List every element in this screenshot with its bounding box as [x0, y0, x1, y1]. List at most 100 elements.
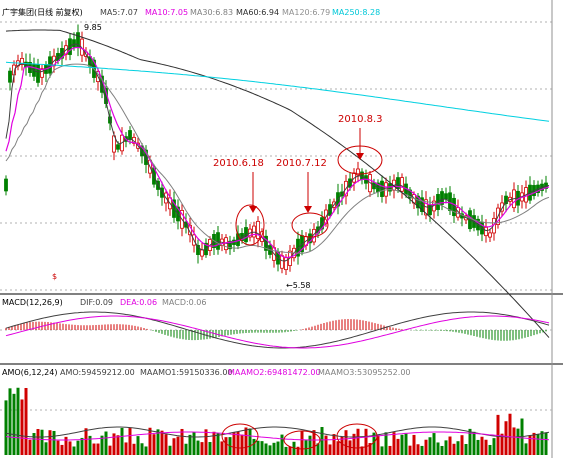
amo-bar [484, 439, 488, 455]
circle-august [337, 145, 383, 175]
candle-body [488, 232, 492, 238]
amo-bar [200, 442, 204, 455]
amo-bar [88, 435, 92, 455]
amo-bar [272, 442, 276, 455]
candle-body [72, 39, 76, 48]
amo-bar [104, 431, 108, 455]
annotation-group: 2010.6.18 2010.7.12 2010.8.3 [213, 114, 383, 450]
amo-bar [536, 434, 540, 455]
amo-bar [472, 431, 476, 455]
dif-line [5, 311, 550, 349]
amo-bar [92, 443, 96, 455]
amo-bar [156, 429, 160, 455]
amo-bar [176, 436, 180, 455]
amo-bar [76, 440, 80, 455]
amo-bar [184, 443, 188, 455]
amo-bar [144, 446, 148, 455]
amo-bar [464, 443, 468, 455]
macd-header: MACD(12,26,9) DIF:0.09 DEA:0.06 MACD:0.0… [2, 298, 207, 307]
candle-body [484, 227, 488, 237]
amo-bar [20, 399, 24, 455]
amo-bar [496, 414, 500, 455]
ma250-label: MA250:8.28 [332, 8, 380, 17]
amo-bar [440, 445, 444, 455]
ma30-line [5, 63, 550, 254]
ma250-line [5, 61, 550, 122]
candle-body [428, 204, 432, 216]
amo-bar [48, 430, 52, 455]
macd-value-label: MACD:0.06 [162, 298, 207, 307]
ma5-line [5, 43, 550, 262]
amo-bar [360, 446, 364, 455]
candle-body [252, 225, 256, 238]
amo-bar [72, 446, 76, 455]
candle-body [20, 57, 24, 66]
amo-bar [36, 429, 40, 455]
amo-bar [336, 441, 340, 455]
amo-bar [220, 441, 224, 455]
amo-bar [500, 433, 504, 455]
candle-body [280, 255, 284, 269]
amo-bar [316, 443, 320, 455]
candle-body [216, 232, 220, 250]
candle-body [116, 144, 120, 150]
amo-bar [528, 435, 532, 455]
amo-bar [296, 446, 300, 455]
candle-body [40, 68, 44, 78]
moving-average-lines [5, 29, 550, 338]
amo-circle-august [336, 423, 378, 449]
amo-bar [96, 443, 100, 455]
candle-body [380, 180, 384, 197]
amo-circle-june [221, 423, 259, 449]
amo-bar [260, 441, 264, 455]
candle-body [80, 38, 84, 56]
amo-bar [68, 441, 72, 455]
amo-bar [224, 437, 228, 455]
amo-bar [540, 431, 544, 455]
candle-body [356, 168, 360, 176]
amo-bar [416, 444, 420, 455]
maamo3-label: MAAMO3:53095252.00 [318, 368, 411, 377]
amo-bar [112, 433, 116, 455]
amo-bar [116, 435, 120, 455]
amo-bar [480, 436, 484, 455]
amo-bar [256, 440, 260, 455]
amo-bar [180, 428, 184, 455]
candle-body [500, 202, 504, 212]
amo-bar [204, 429, 208, 455]
amo-bar [40, 429, 44, 455]
amo-bar [488, 444, 492, 455]
amo-bar [240, 434, 244, 455]
amo-bar [4, 400, 8, 455]
amo-bar [192, 432, 196, 455]
candlestick-series [4, 24, 548, 275]
amo-bar [16, 387, 20, 455]
amo-bar [372, 432, 376, 455]
low-price-mark: ←5.58 [286, 281, 311, 290]
amo-bar [432, 433, 436, 455]
amo-bar [524, 443, 528, 455]
amo-bar [344, 430, 348, 455]
annotation-2010-8-3: 2010.8.3 [338, 114, 383, 125]
amo-bar [340, 436, 344, 455]
amo-bar [456, 441, 460, 455]
candle-body [36, 64, 40, 83]
ma120-label: MA120:6.79 [282, 8, 330, 17]
amo-bar [452, 443, 456, 455]
amo-bar [84, 428, 88, 455]
amo-bar [504, 421, 508, 455]
amo-bar [544, 432, 548, 455]
amo-bar [328, 444, 332, 455]
amo-bar [352, 433, 356, 455]
amo-bar [476, 439, 480, 455]
amo-bar [108, 445, 112, 455]
candle-body [128, 130, 132, 140]
amo-bar [56, 440, 60, 455]
amo-bar [284, 446, 288, 455]
amo-bar [12, 393, 16, 455]
amo-bar [52, 430, 56, 455]
candle-body [228, 240, 232, 250]
candle-body [256, 220, 260, 240]
amo-bar [216, 433, 220, 455]
